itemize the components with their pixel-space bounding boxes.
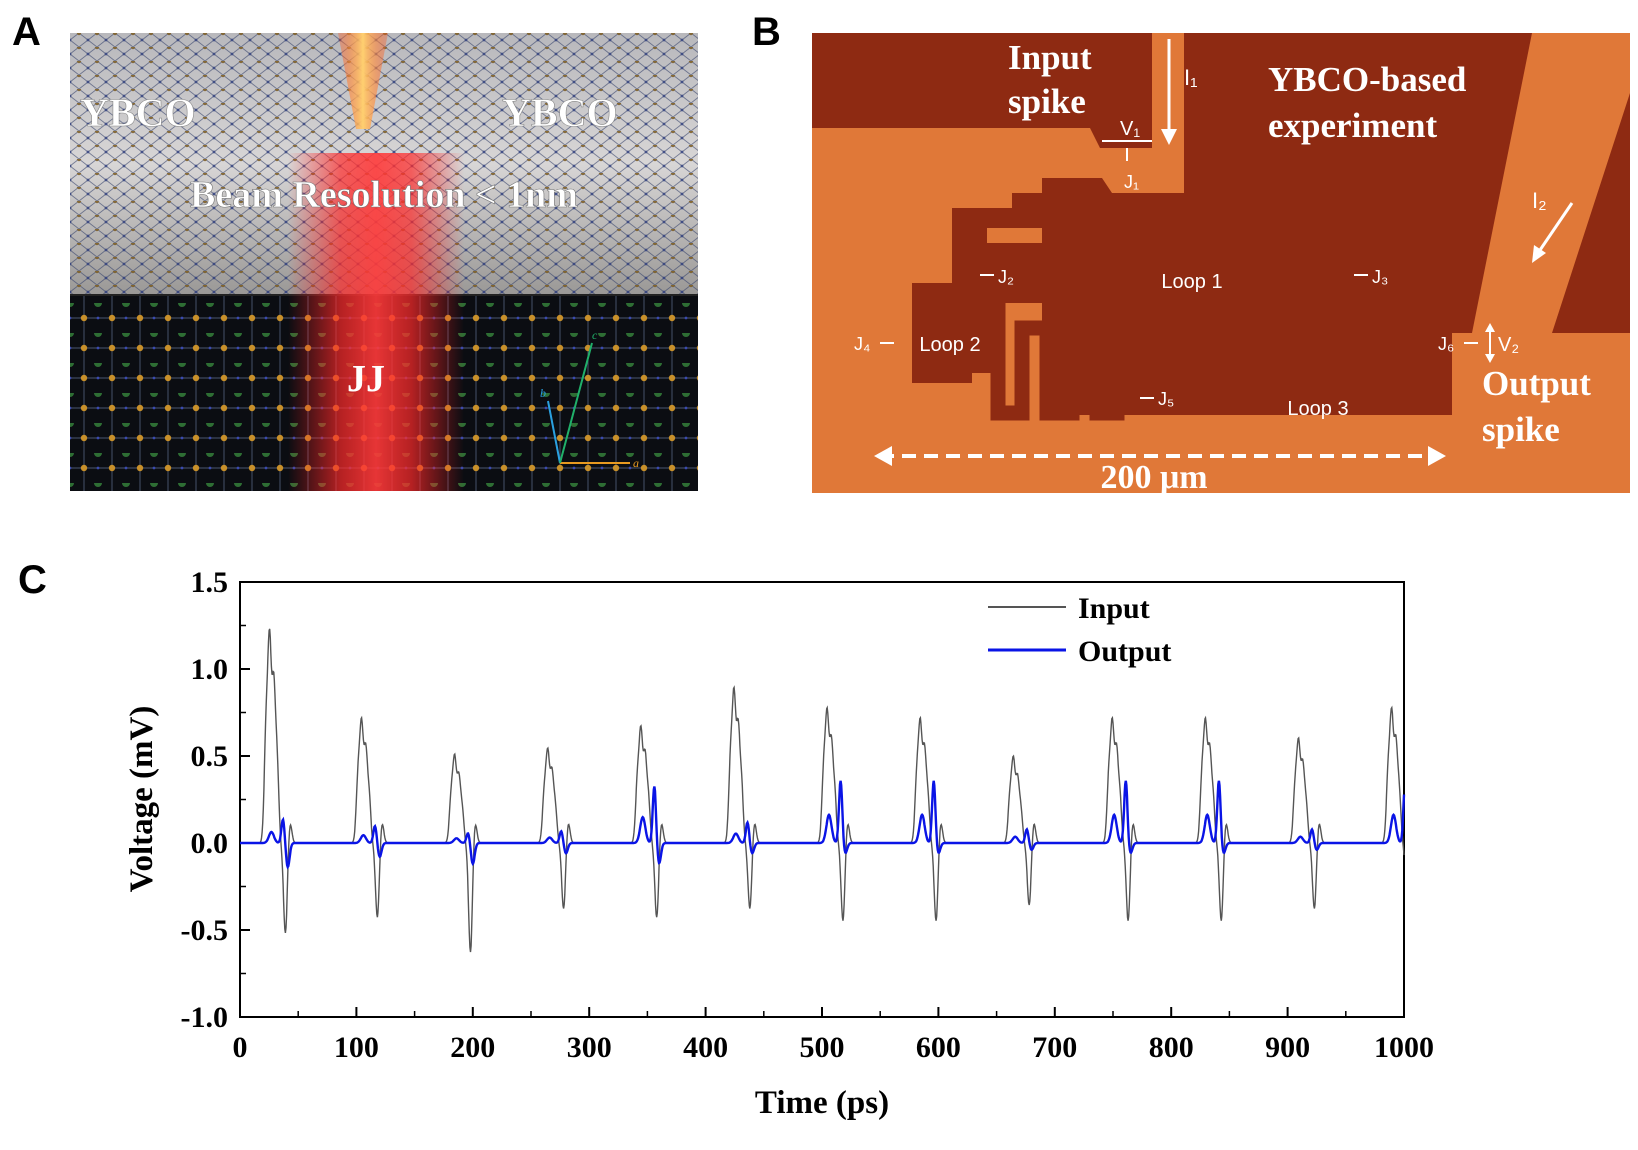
j4-label: J₄	[854, 334, 870, 354]
y-ticks: 1.5 1.0 0.5 0.0 -0.5 -1.0	[181, 566, 250, 1034]
series-group	[240, 628, 1406, 953]
panel-c-chart: 0 100 200 300 400 500 600 700 800 900 1000 1.5 1.0 0…	[0, 540, 1638, 1145]
x-tick-label: 700	[1032, 1031, 1077, 1064]
x-tick-label: 900	[1265, 1031, 1310, 1064]
v2-label: V₂	[1498, 334, 1519, 356]
beam-tip	[338, 33, 388, 129]
i2-arrow	[1532, 202, 1574, 263]
j6-label: J₆	[1438, 334, 1454, 354]
series-input-line	[240, 628, 1405, 953]
x-tick-label: 400	[683, 1031, 728, 1064]
panel-a-illustration: a b c YBCO YBCO Beam Resolution < 1nm JJ	[70, 33, 698, 491]
y-tick-label: -0.5	[181, 914, 229, 947]
legend: Input Output	[988, 592, 1171, 668]
title-line1: YBCO-based	[1268, 60, 1467, 99]
legend-output-label: Output	[1078, 635, 1171, 668]
x-tick-label: 200	[450, 1031, 495, 1064]
v1-label: V₁	[1120, 118, 1140, 140]
input-spike-line1: Input	[1008, 38, 1092, 77]
scale-bar	[874, 446, 1446, 466]
jj-label: JJ	[347, 358, 385, 400]
i1-arrow	[1161, 39, 1177, 145]
meander-loops	[990, 303, 1400, 421]
scale-label: 200 μm	[1100, 459, 1207, 493]
output-spike-line1: Output	[1482, 364, 1591, 403]
axis-a-label: a	[633, 456, 639, 470]
y-axis-label: Voltage (mV)	[124, 706, 160, 893]
x-tick-label: 600	[916, 1031, 961, 1064]
x-ticks: 0 100 200 300 400 500 600 700 800 900 1000	[233, 1007, 1434, 1064]
loop1-label: Loop 1	[1161, 271, 1222, 293]
loop2-label: Loop 2	[919, 334, 980, 356]
input-spike-line2: spike	[1008, 82, 1086, 121]
j3-label: J₃	[1372, 267, 1388, 287]
output-spike-line2: spike	[1482, 410, 1560, 449]
beam-resolution-label: Beam Resolution < 1nm	[190, 174, 578, 216]
x-tick-label: 100	[334, 1031, 379, 1064]
j2-label: J₂	[998, 267, 1014, 287]
voltage-chart: 0 100 200 300 400 500 600 700 800 900 1000 1.5 1.0 0…	[124, 566, 1434, 1121]
j5-label: J₅	[1158, 389, 1174, 409]
series-output-line	[240, 780, 1406, 870]
v1-marker	[1102, 140, 1152, 161]
panel-b-micrograph: 200 μm I₁ I₂ V₁ J₁ J₂ J₃ J₄ J₅ J	[812, 33, 1630, 493]
ybco-right-label: YBCO	[502, 90, 618, 135]
x-tick-label: 0	[233, 1031, 248, 1064]
panel-letter-c: C	[18, 558, 47, 602]
axis-b-label: b	[540, 386, 546, 400]
axis-c-label: c	[592, 328, 598, 342]
y-tick-label: 1.0	[191, 653, 229, 686]
y-tick-label: 0.5	[191, 740, 229, 773]
panel-letter-b: B	[752, 10, 781, 54]
x-tick-label: 800	[1149, 1031, 1194, 1064]
x-tick-label: 500	[800, 1031, 845, 1064]
x-axis-label: Time (ps)	[755, 1085, 889, 1121]
beam-column	[288, 153, 464, 491]
i2-label: I₂	[1532, 188, 1547, 213]
y-tick-label: 0.0	[191, 827, 229, 860]
i1-label: I₁	[1184, 65, 1198, 90]
legend-input-label: Input	[1078, 592, 1150, 625]
crystal-axes: a b c	[540, 328, 639, 470]
x-tick-label: 300	[567, 1031, 612, 1064]
title-line2: experiment	[1268, 106, 1437, 145]
x-tick-label: 1000	[1374, 1031, 1434, 1064]
y-tick-label: 1.5	[191, 566, 229, 599]
y-tick-label: -1.0	[181, 1001, 229, 1034]
panel-letter-a: A	[12, 10, 41, 54]
ybco-left-label: YBCO	[80, 90, 196, 135]
j1-label: J₁	[1124, 172, 1139, 192]
loop3-label: Loop 3	[1287, 398, 1348, 420]
